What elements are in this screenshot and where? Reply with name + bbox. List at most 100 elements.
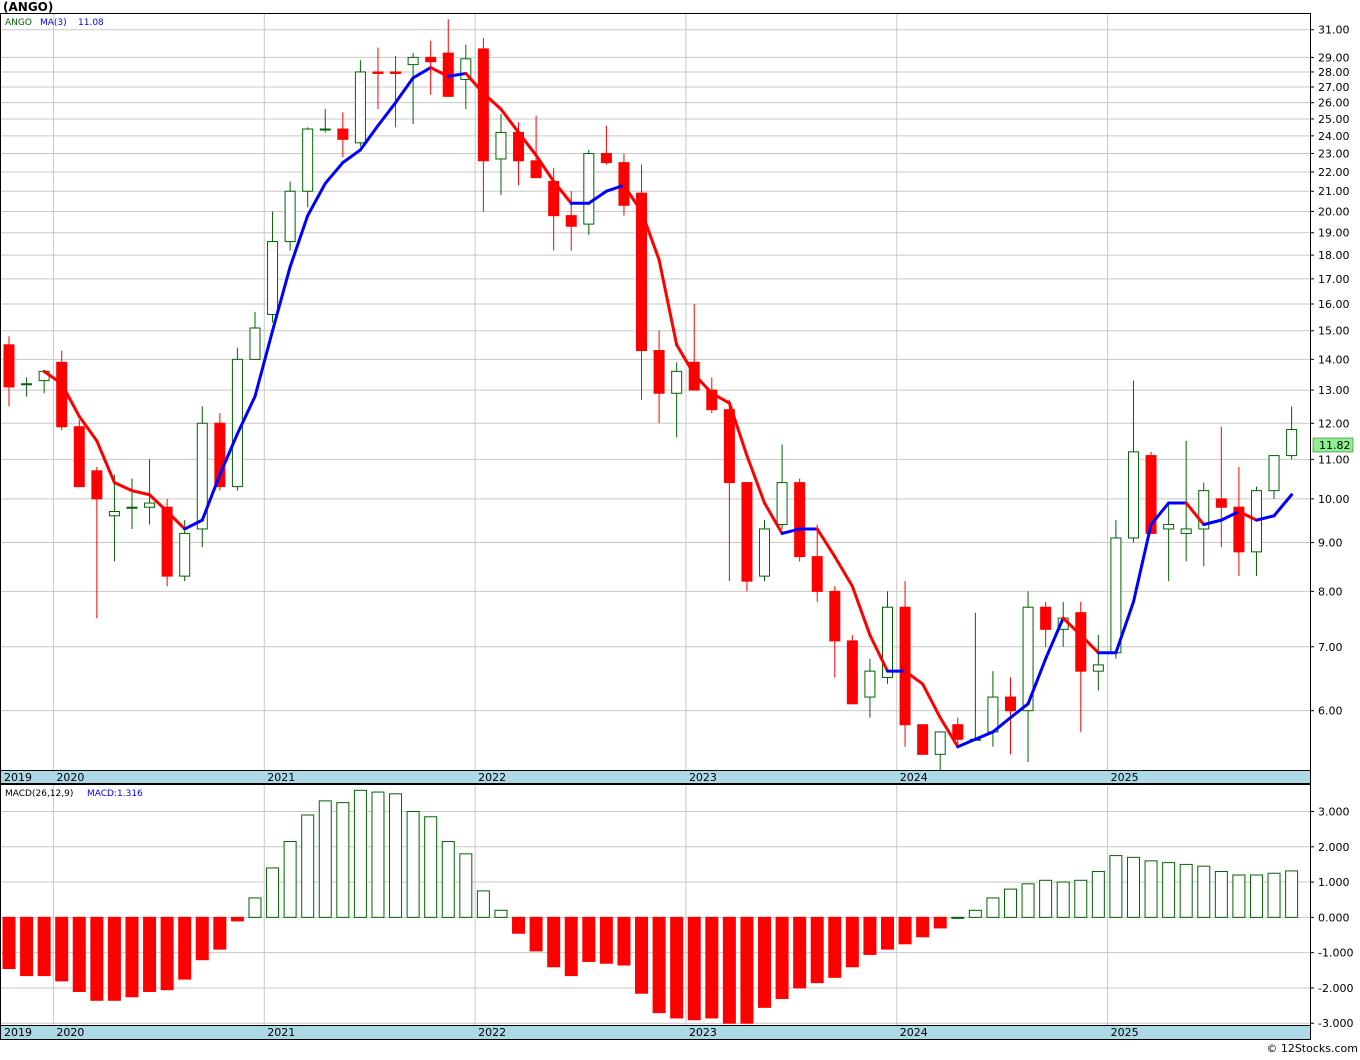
candle-body-up [407, 56, 419, 66]
macd-bar-negative [37, 916, 51, 977]
footer-copyright: © 12Stocks.com [1266, 1042, 1358, 1055]
macd-bar-negative [652, 916, 666, 1014]
ma-segment [1131, 523, 1153, 604]
macd-bar-positive [1214, 870, 1228, 918]
candle-body-down [372, 71, 384, 74]
candle-body-up [583, 153, 595, 225]
macd-bar-negative [160, 916, 174, 991]
price-tick-label: 19.00 [1318, 227, 1350, 240]
ma-segment [587, 189, 608, 205]
ma-segment [1184, 501, 1206, 527]
candle-body-up [1180, 528, 1192, 534]
macd-tick-label: 2.000 [1318, 841, 1350, 854]
macd-bar-positive [476, 890, 490, 918]
price-tick-label: 15.00 [1318, 325, 1350, 338]
macd-bar-positive [1003, 888, 1017, 918]
macd-bar-positive [951, 916, 965, 919]
candle-body-down [706, 389, 718, 411]
ma-segment [850, 584, 872, 637]
ma-segment [341, 148, 362, 165]
ma-segment [815, 527, 837, 559]
macd-bar-positive [968, 909, 982, 918]
ma-segment [622, 183, 644, 213]
macd-bar-positive [986, 897, 1000, 918]
x-tick-label: 2025 [1111, 1026, 1139, 1039]
price-tick-label: 11.00 [1318, 453, 1350, 466]
ma-segment [183, 518, 204, 531]
candle-body-up [776, 482, 788, 526]
macd-bar-negative [845, 916, 859, 968]
ma-segment [288, 214, 310, 269]
macd-bar-negative [564, 916, 578, 977]
macd-bar-positive [1197, 865, 1211, 918]
x-tick-label: 2024 [900, 1026, 928, 1039]
macd-bar-negative [775, 916, 789, 1000]
candle-body-up [249, 327, 261, 360]
ma-segment [868, 633, 889, 673]
candle-body-down [56, 361, 68, 428]
macd-bar-negative [230, 916, 244, 922]
candle-body-down [390, 71, 402, 74]
ma-segment [675, 343, 696, 376]
macd-bar-negative [125, 916, 139, 998]
candle-body-up [144, 502, 156, 508]
candle-body-down [723, 409, 735, 484]
x-tick-label: 2019 [4, 1026, 32, 1039]
macd-tick-label: 1.000 [1318, 876, 1350, 889]
price-tick-label: 17.00 [1318, 273, 1350, 286]
macd-bar-positive [1021, 883, 1035, 918]
macd-bar-positive [1074, 879, 1088, 918]
macd-bar-negative [828, 916, 842, 978]
price-tick-label: 28.00 [1318, 66, 1350, 79]
candle-body-down [811, 556, 823, 592]
ma-segment [376, 101, 398, 128]
macd-bar-negative [72, 916, 86, 992]
macd-legend-label: MACD(26,12,9) [5, 789, 73, 799]
macd-bar-positive [1126, 856, 1140, 918]
macd-bar-negative [107, 916, 121, 1001]
price-tick-label: 23.00 [1318, 148, 1350, 161]
candle-body-up [302, 128, 314, 192]
price-tick-label: 7.00 [1318, 641, 1343, 654]
ma-segment [921, 682, 942, 720]
macd-bar-negative [933, 916, 947, 929]
ma-segment [77, 414, 99, 443]
price-date-axis-band [0, 770, 1311, 784]
ma-segment [1026, 657, 1048, 706]
price-tick-label: 20.00 [1318, 205, 1350, 218]
price-tick-label: 27.00 [1318, 81, 1350, 94]
macd-bar-negative [758, 916, 772, 1008]
macd-bar-negative [670, 916, 684, 1019]
ma-segment [148, 493, 169, 513]
macd-bar-positive [336, 802, 350, 918]
candle-body-down [1215, 498, 1227, 508]
macd-bar-negative [582, 916, 596, 962]
macd-date-axis-band [0, 1025, 1311, 1040]
price-tick-label: 24.00 [1318, 130, 1350, 143]
candle-body-up [759, 528, 771, 577]
x-tick-label: 2025 [1111, 771, 1139, 784]
price-tick-label: 22.00 [1318, 166, 1350, 179]
candle-body-down [530, 160, 542, 179]
ma-segment [973, 730, 995, 741]
macd-bar-negative [810, 916, 824, 984]
candle-body-down [846, 640, 858, 705]
macd-bar-negative [55, 916, 69, 982]
ma-segment [1044, 616, 1065, 661]
macd-bar-negative [617, 916, 631, 966]
candle-body-down [1004, 696, 1016, 712]
candle-body-up [196, 422, 208, 530]
macd-bar-negative [195, 916, 209, 961]
ma-segment [657, 258, 679, 347]
price-tick-label: 8.00 [1318, 585, 1343, 598]
ma-segment [938, 716, 960, 749]
price-tick-label: 14.00 [1318, 353, 1350, 366]
ma-segment [763, 501, 784, 535]
candle-body-up [21, 383, 33, 386]
chart-title: (ANGO) [3, 0, 54, 14]
macd-bar-negative [722, 916, 736, 1024]
macd-bar-negative [512, 916, 526, 934]
candle-body-down [917, 724, 929, 755]
candle-body-up [671, 370, 683, 394]
macd-bar-negative [863, 916, 877, 955]
